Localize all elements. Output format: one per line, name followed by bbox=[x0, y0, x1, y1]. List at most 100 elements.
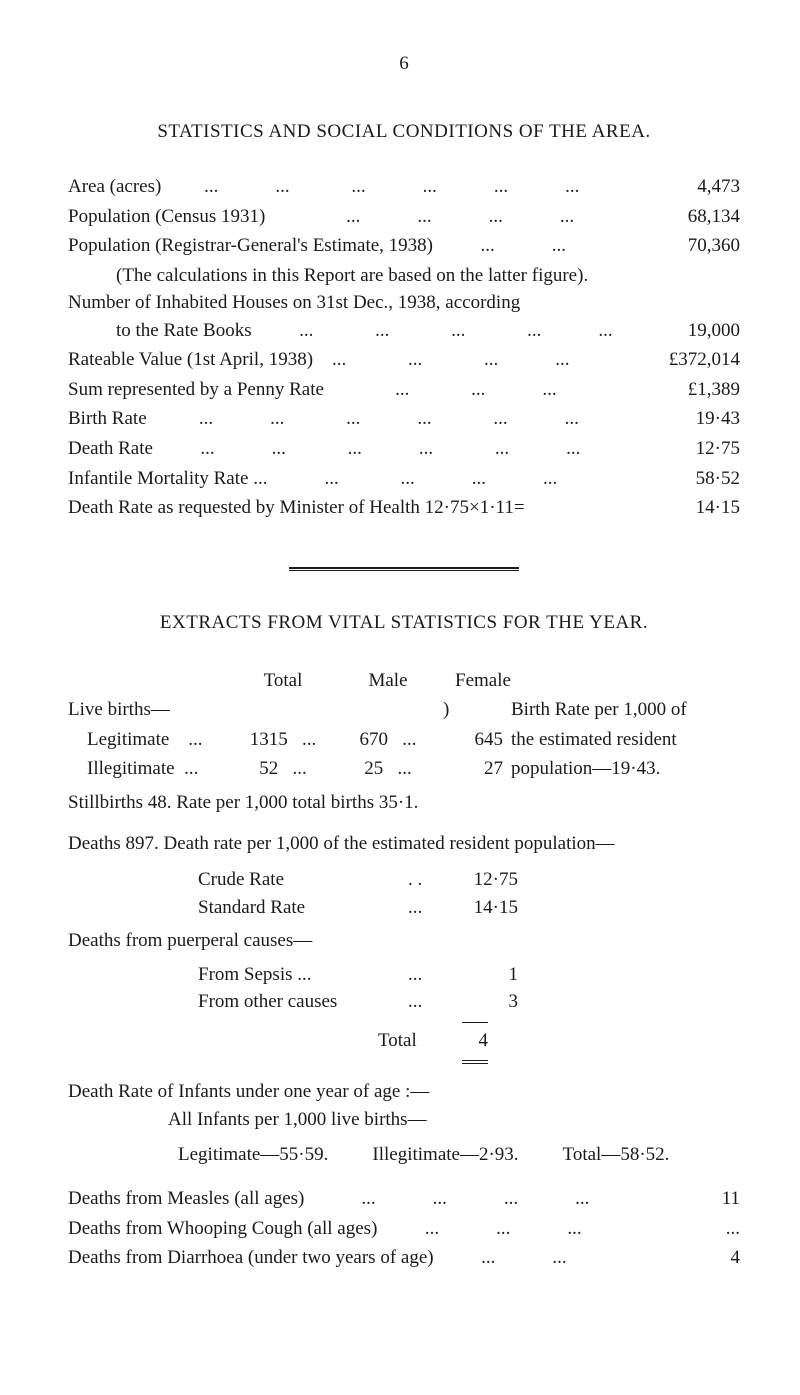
legitimate-row: Legitimate ... 1315 ... 670 ... 645 the … bbox=[68, 726, 740, 754]
stillbirths-line: Stillbirths 48. Rate per 1,000 total bir… bbox=[68, 789, 740, 817]
col-spacer bbox=[68, 667, 233, 695]
stat-value: 58·52 bbox=[650, 465, 740, 493]
stat-value: 19·43 bbox=[650, 405, 740, 433]
standard-value: 14·15 bbox=[448, 894, 518, 922]
dots-icon: ... bbox=[408, 961, 448, 989]
standard-rate-row: Standard Rate ... 14·15 bbox=[198, 894, 740, 922]
stat-label: Population (Census 1931) ... ... ... ... bbox=[68, 203, 650, 231]
legit-label: Legitimate ... bbox=[68, 726, 233, 754]
sepsis-value: 1 bbox=[448, 961, 518, 989]
total-row-value: Total 4 bbox=[68, 1027, 740, 1055]
stat-row-area: Area (acres) ... ... ... ... ... ... 4,4… bbox=[68, 173, 740, 201]
sub-rates: Crude Rate . . 12·75 Standard Rate ... 1… bbox=[68, 866, 740, 921]
dots-icon: ... bbox=[408, 894, 448, 922]
sub-causes: From Sepsis ... ... 1 From other causes … bbox=[68, 961, 740, 1016]
total-line-double bbox=[448, 1056, 488, 1064]
measles-value: 11 bbox=[700, 1185, 740, 1213]
total-value: 4 bbox=[448, 1027, 488, 1055]
stat-row-death-rate: Death Rate ... ... ... ... ... ... 12·75 bbox=[68, 435, 740, 463]
birth-note-2: the estimated resident bbox=[503, 726, 740, 754]
legitimate-rates-row: Legitimate—55·59. Illegitimate—2·93. Tot… bbox=[68, 1141, 740, 1169]
stat-value: £1,389 bbox=[650, 376, 740, 404]
illegitimate-row: Illegitimate ... 52 ... 25 ... 27 popula… bbox=[68, 755, 740, 783]
brace-icon: ) bbox=[443, 696, 503, 724]
illegit-label: Illegitimate ... bbox=[68, 755, 233, 783]
stat-value: 4,473 bbox=[650, 173, 740, 201]
crude-label: Crude Rate bbox=[198, 866, 408, 894]
legit-rate: Legitimate—55·59. bbox=[178, 1141, 328, 1169]
stat-row-birth-rate: Birth Rate ... ... ... ... ... ... 19·43 bbox=[68, 405, 740, 433]
infant-rate-heading: Death Rate of Infants under one year of … bbox=[68, 1078, 740, 1106]
stat-label: Rateable Value (1st April, 1938) ... ...… bbox=[68, 346, 650, 374]
stat-row-death-req: Death Rate as requested by Minister of H… bbox=[68, 494, 740, 522]
stat-value: 14·15 bbox=[650, 494, 740, 522]
stat-row-penny: Sum represented by a Penny Rate ... ... … bbox=[68, 376, 740, 404]
legit-male: 670 ... bbox=[333, 726, 443, 754]
diarrhoea-label: Deaths from Diarrhoea (under two years o… bbox=[68, 1244, 700, 1272]
sepsis-row: From Sepsis ... ... 1 bbox=[198, 961, 740, 989]
birth-note-3: population—19·43. bbox=[503, 755, 740, 783]
stat-label: Infantile Mortality Rate ... ... ... ...… bbox=[68, 465, 650, 493]
calc-note: (The calculations in this Report are bas… bbox=[68, 262, 740, 290]
stat-value: 70,360 bbox=[650, 232, 740, 260]
spacer bbox=[378, 1056, 448, 1064]
stat-row-infantile: Infantile Mortality Rate ... ... ... ...… bbox=[68, 465, 740, 493]
puerperal-intro: Deaths from puerperal causes— bbox=[68, 927, 740, 955]
legit-female: 645 bbox=[443, 726, 503, 754]
col-header-female: Female bbox=[443, 667, 740, 695]
illegit-male: 25 ... bbox=[333, 755, 443, 783]
infant-sub: All Infants per 1,000 live births— bbox=[68, 1106, 740, 1134]
stat-value: 12·75 bbox=[650, 435, 740, 463]
live-births-label: Live births— bbox=[68, 696, 233, 724]
other-causes-row: From other causes ... 3 bbox=[198, 988, 740, 1016]
section-heading-1: STATISTICS AND SOCIAL CONDITIONS OF THE … bbox=[68, 118, 740, 146]
stat-row-pop-census: Population (Census 1931) ... ... ... ...… bbox=[68, 203, 740, 231]
col-header-male: Male bbox=[333, 667, 443, 695]
stat-value: 68,134 bbox=[650, 203, 740, 231]
stat-value: £372,014 bbox=[650, 346, 740, 374]
stat-label: Sum represented by a Penny Rate ... ... … bbox=[68, 376, 650, 404]
statistics-block: Area (acres) ... ... ... ... ... ... 4,4… bbox=[68, 173, 740, 522]
stat-label: to the Rate Books ... ... ... ... ... bbox=[68, 317, 650, 345]
diarrhoea-value: 4 bbox=[700, 1244, 740, 1272]
standard-label: Standard Rate bbox=[198, 894, 408, 922]
stat-row-rate-books: to the Rate Books ... ... ... ... ... 19… bbox=[68, 317, 740, 345]
stat-row-rateable: Rateable Value (1st April, 1938) ... ...… bbox=[68, 346, 740, 374]
crude-rate-row: Crude Rate . . 12·75 bbox=[198, 866, 740, 894]
whooping-label: Deaths from Whooping Cough (all ages) ..… bbox=[68, 1215, 700, 1243]
other-value: 3 bbox=[448, 988, 518, 1016]
birth-note-1: Birth Rate per 1,000 of bbox=[503, 696, 740, 724]
deaths-whooping-row: Deaths from Whooping Cough (all ages) ..… bbox=[68, 1215, 740, 1243]
illegit-female: 27 bbox=[443, 755, 503, 783]
legit-total: 1315 ... bbox=[233, 726, 333, 754]
stat-label: Death Rate ... ... ... ... ... ... bbox=[68, 435, 650, 463]
stat-label: Area (acres) ... ... ... ... ... ... bbox=[68, 173, 650, 201]
total-label: Total bbox=[378, 1027, 448, 1055]
section-heading-2: EXTRACTS FROM VITAL STATISTICS FOR THE Y… bbox=[68, 609, 740, 637]
crude-value: 12·75 bbox=[448, 866, 518, 894]
page-number: 6 bbox=[68, 50, 740, 78]
column-headers: Total Male Female bbox=[68, 667, 740, 695]
stat-label: Population (Registrar-General's Estimate… bbox=[68, 232, 650, 260]
extracts-block: Total Male Female Live births— ) Birth R… bbox=[68, 667, 740, 1272]
sepsis-label: From Sepsis ... bbox=[198, 961, 408, 989]
stat-row-pop-reg: Population (Registrar-General's Estimate… bbox=[68, 232, 740, 260]
stat-label: Death Rate as requested by Minister of H… bbox=[68, 494, 650, 522]
deaths-measles-row: Deaths from Measles (all ages) ... ... .… bbox=[68, 1185, 740, 1213]
col-header-total: Total bbox=[233, 667, 333, 695]
total-row-dbl bbox=[68, 1056, 740, 1064]
dots-icon: . . bbox=[408, 866, 448, 894]
stat-label: Birth Rate ... ... ... ... ... ... bbox=[68, 405, 650, 433]
illegit-total: 52 ... bbox=[233, 755, 333, 783]
total-rate: Total—58·52. bbox=[563, 1141, 670, 1169]
whooping-value: ... bbox=[700, 1215, 740, 1243]
inhabited-intro: Number of Inhabited Houses on 31st Dec.,… bbox=[68, 289, 740, 317]
divider-container bbox=[68, 552, 740, 580]
stat-value: 19,000 bbox=[650, 317, 740, 345]
measles-label: Deaths from Measles (all ages) ... ... .… bbox=[68, 1185, 700, 1213]
illegit-rate: Illegitimate—2·93. bbox=[372, 1141, 518, 1169]
deaths-diarrhoea-row: Deaths from Diarrhoea (under two years o… bbox=[68, 1244, 740, 1272]
live-births-row: Live births— ) Birth Rate per 1,000 of bbox=[68, 696, 740, 724]
other-label: From other causes bbox=[198, 988, 408, 1016]
divider-icon bbox=[289, 567, 519, 571]
